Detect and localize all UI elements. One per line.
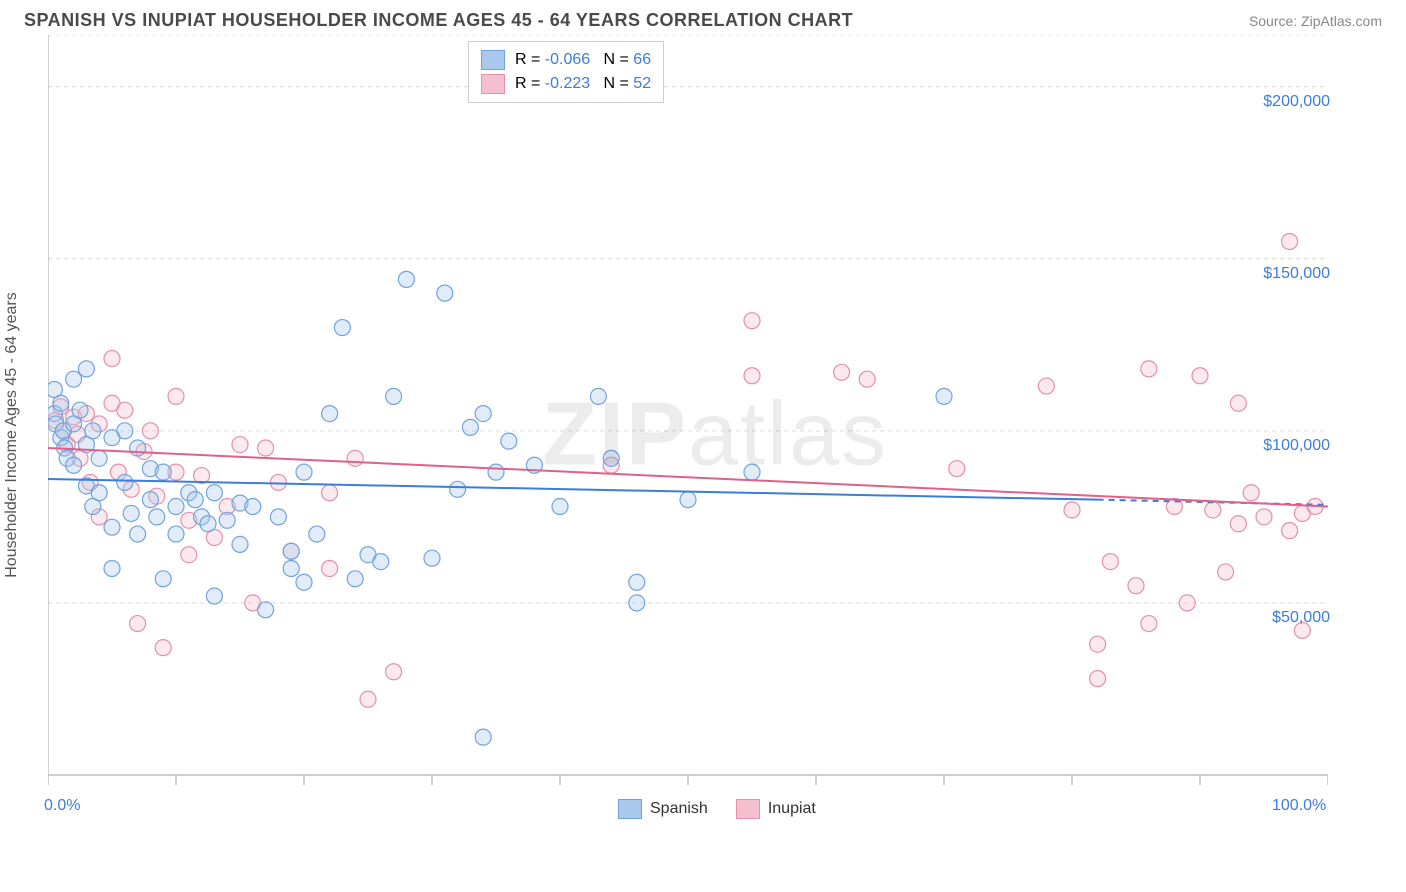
- legend-stat: R = -0.066 N = 66: [515, 51, 651, 69]
- source-label: Source: ZipAtlas.com: [1249, 13, 1382, 29]
- legend-series-label: Spanish: [650, 800, 708, 818]
- scatter-plot-svg: [48, 35, 1328, 825]
- chart-title: SPANISH VS INUPIAT HOUSEHOLDER INCOME AG…: [24, 10, 853, 31]
- legend-swatch-icon: [736, 799, 760, 819]
- y-axis-label: Householder Income Ages 45 - 64 years: [3, 292, 21, 578]
- y-tick-label: $100,000: [1230, 437, 1330, 455]
- y-tick-label: $150,000: [1230, 265, 1330, 283]
- y-tick-label: $200,000: [1230, 93, 1330, 111]
- y-tick-label: $50,000: [1230, 609, 1330, 627]
- correlation-legend: R = -0.066 N = 66 R = -0.223 N = 52: [468, 41, 664, 103]
- legend-swatch-icon: [481, 74, 505, 94]
- series-legend: Spanish Inupiat: [618, 799, 816, 819]
- chart-area: Householder Income Ages 45 - 64 years ZI…: [48, 35, 1382, 835]
- legend-swatch-icon: [618, 799, 642, 819]
- x-axis-max-label: 100.0%: [1272, 797, 1326, 815]
- legend-stat: R = -0.223 N = 52: [515, 75, 651, 93]
- x-axis-min-label: 0.0%: [44, 797, 80, 815]
- legend-swatch-icon: [481, 50, 505, 70]
- legend-series-label: Inupiat: [768, 800, 816, 818]
